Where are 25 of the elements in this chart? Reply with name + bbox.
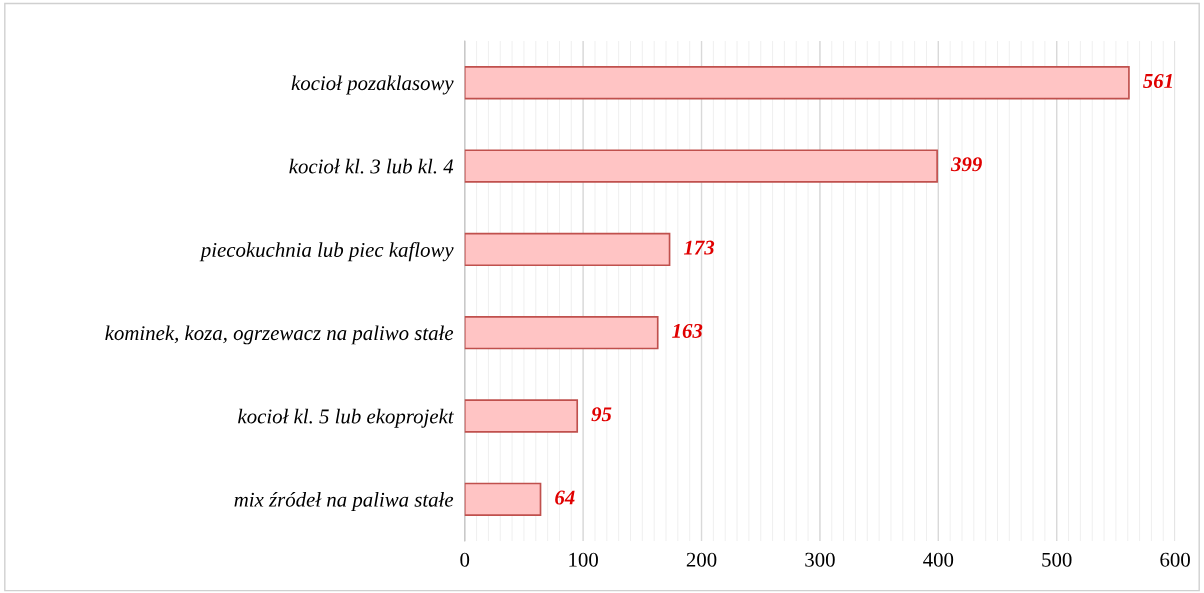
bar — [464, 316, 659, 350]
x-tick-label: 0 — [460, 552, 470, 567]
y-tick-label: kominek, koza, ogrzewacz na paliwo stałe — [105, 325, 454, 345]
bar — [464, 232, 671, 267]
data-label: 64 — [555, 490, 575, 505]
y-tick-label: mix źródeł na paliwa stałe — [234, 492, 454, 512]
x-tick-label: 300 — [805, 552, 835, 567]
bar — [464, 149, 938, 183]
x-tick-label: 600 — [1160, 552, 1190, 567]
x-tick-label: 500 — [1042, 552, 1072, 567]
bar — [464, 66, 1130, 100]
data-label: 95 — [591, 407, 612, 422]
bar — [464, 399, 579, 433]
x-tick-label: 200 — [686, 552, 717, 567]
data-label: 561 — [1143, 73, 1172, 88]
y-tick-label: kocioł kl. 5 lub ekoprojekt — [238, 408, 455, 428]
data-label: 163 — [672, 323, 703, 338]
x-tick-label: 400 — [923, 552, 954, 567]
bar — [464, 482, 542, 517]
x-tick-label: 100 — [569, 552, 598, 567]
y-tick-label: kocioł pozaklasowy — [291, 75, 454, 95]
y-tick-label: piecokuchnia lub piec kaflowy — [199, 242, 454, 262]
data-label: 173 — [683, 240, 715, 255]
data-label: 399 — [950, 157, 982, 172]
y-tick-label: kocioł kl. 3 lub kl. 4 — [289, 158, 454, 174]
